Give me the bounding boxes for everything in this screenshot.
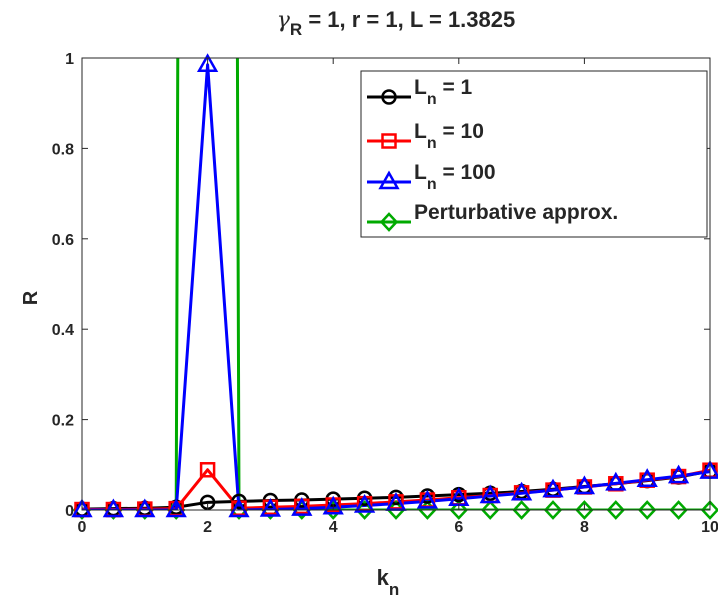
legend-marker-2	[378, 170, 400, 190]
data-point-2	[291, 497, 313, 516]
legend-label-3: Perturbative approx.	[414, 201, 618, 224]
data-point-3	[512, 500, 531, 520]
data-point-3	[543, 500, 563, 520]
y-tick-label: 0.2	[52, 413, 74, 430]
data-point-2	[636, 468, 658, 487]
data-point-2	[479, 484, 501, 504]
data-point-2	[134, 498, 156, 518]
x-axis-label-main: k	[377, 565, 390, 590]
legend-label-main: L	[414, 161, 427, 184]
y-axis-label: R	[20, 290, 42, 305]
legend-label-subscript: n	[427, 176, 437, 193]
chart-title: γR = 1, r = 1, L = 1.3825	[277, 7, 515, 39]
data-point-2	[667, 464, 690, 484]
title-rest: = 1, r = 1, L = 1.3825	[302, 7, 515, 32]
legend-label-subscript: n	[427, 135, 437, 152]
legend-label-2: Ln = 100	[414, 161, 496, 193]
data-point-3	[637, 500, 657, 520]
x-tick-label: 6	[454, 519, 463, 536]
legend-label-main: L	[414, 120, 427, 143]
legend-label-main: Perturbative approx.	[414, 201, 618, 224]
data-point-2	[416, 489, 439, 509]
legend-label-main: L	[414, 76, 427, 99]
x-axis-label: kn	[377, 565, 400, 599]
data-point-1	[199, 462, 216, 478]
data-point-2	[102, 498, 125, 518]
data-point-2	[259, 498, 282, 517]
data-point-3	[700, 500, 718, 520]
legend-label-1: Ln = 10	[414, 120, 484, 152]
legend-label-0: Ln = 1	[414, 76, 473, 108]
x-tick-label: 2	[203, 519, 212, 536]
data-point-2	[228, 498, 250, 518]
legend-box	[360, 70, 708, 238]
legend-label-subscript: n	[427, 91, 437, 108]
data-point-2	[510, 481, 533, 501]
y-tick-label: 0	[65, 503, 74, 520]
x-tick-label: 8	[580, 519, 589, 536]
data-point-2	[322, 495, 344, 515]
data-point-3	[480, 500, 500, 520]
data-point-2	[71, 498, 93, 518]
y-tick-label: 1	[65, 51, 74, 68]
plot-frame	[81, 57, 711, 511]
y-tick-label: 0.4	[52, 322, 74, 339]
data-point-2	[542, 478, 564, 498]
data-point-2	[573, 475, 596, 495]
legend-label-rest: = 1	[437, 76, 473, 99]
data-point-2	[353, 493, 376, 513]
data-point-3	[575, 500, 594, 520]
data-point-2	[605, 471, 627, 491]
data-point-3	[606, 500, 626, 520]
legend-label-rest: = 100	[437, 161, 496, 184]
data-point-2	[165, 498, 187, 518]
x-axis-label-subscript: n	[389, 580, 399, 599]
data-point-2	[196, 53, 219, 73]
data-point-3	[669, 500, 688, 520]
legend-label-rest: = 10	[437, 120, 484, 143]
x-tick-label: 0	[78, 519, 87, 536]
x-tick-label: 4	[329, 519, 338, 536]
legend-marker-0	[381, 89, 397, 105]
legend-marker-3	[379, 212, 399, 232]
title-gamma-subscript: R	[290, 20, 302, 39]
legend-marker-1	[381, 133, 397, 149]
x-tick-label: 10	[701, 519, 718, 536]
data-point-3	[449, 500, 469, 520]
title-gamma: γ	[277, 8, 291, 33]
y-tick-label: 0.8	[52, 141, 74, 158]
y-tick-label: 0.6	[52, 232, 74, 249]
